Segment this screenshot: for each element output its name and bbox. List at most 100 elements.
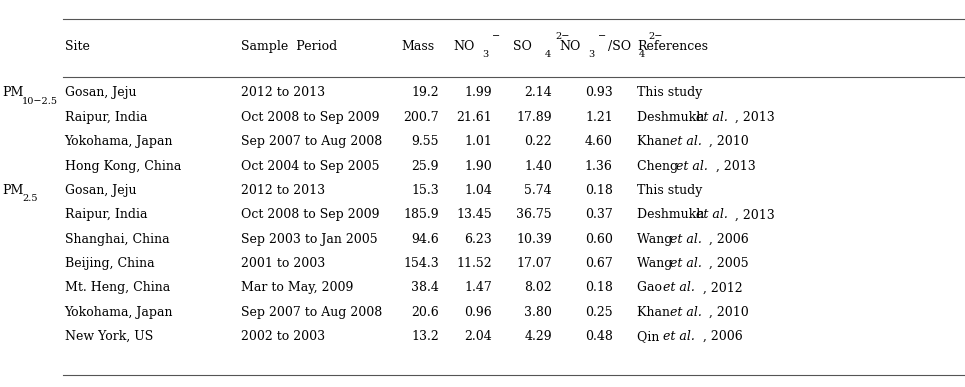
Text: 0.60: 0.60: [585, 233, 613, 246]
Text: 4: 4: [544, 50, 550, 60]
Text: This study: This study: [637, 86, 703, 99]
Text: References: References: [637, 40, 708, 53]
Text: 0.25: 0.25: [585, 306, 613, 319]
Text: Mt. Heng, China: Mt. Heng, China: [65, 281, 170, 295]
Text: 0.22: 0.22: [524, 135, 552, 148]
Text: 19.2: 19.2: [411, 86, 439, 99]
Text: 10−2.5: 10−2.5: [22, 97, 58, 106]
Text: Raipur, India: Raipur, India: [65, 111, 147, 124]
Text: Mass: Mass: [401, 40, 434, 53]
Text: et al.: et al.: [663, 281, 695, 295]
Text: , 2010: , 2010: [709, 306, 749, 319]
Text: et al.: et al.: [670, 257, 702, 270]
Text: 3: 3: [482, 50, 488, 60]
Text: 1.04: 1.04: [464, 184, 492, 197]
Text: 2001 to 2003: 2001 to 2003: [241, 257, 325, 270]
Text: 4.29: 4.29: [524, 330, 552, 343]
Text: 200.7: 200.7: [403, 111, 439, 124]
Text: Beijing, China: Beijing, China: [65, 257, 154, 270]
Text: 1.36: 1.36: [585, 159, 613, 173]
Text: 1.40: 1.40: [524, 159, 552, 173]
Text: Yokohama, Japan: Yokohama, Japan: [65, 135, 173, 148]
Text: , 2013: , 2013: [716, 159, 756, 173]
Text: Cheng: Cheng: [637, 159, 682, 173]
Text: 1.47: 1.47: [464, 281, 492, 295]
Text: 2.5: 2.5: [22, 194, 38, 204]
Text: 3: 3: [589, 50, 594, 60]
Text: Oct 2008 to Sep 2009: Oct 2008 to Sep 2009: [241, 208, 380, 221]
Text: 21.61: 21.61: [456, 111, 492, 124]
Text: 36.75: 36.75: [516, 208, 552, 221]
Text: Hong Kong, China: Hong Kong, China: [65, 159, 181, 173]
Text: 1.99: 1.99: [464, 86, 492, 99]
Text: , 2013: , 2013: [735, 208, 775, 221]
Text: PM: PM: [2, 184, 23, 197]
Text: Khan: Khan: [637, 306, 674, 319]
Text: NO: NO: [560, 40, 581, 53]
Text: 154.3: 154.3: [403, 257, 439, 270]
Text: 0.67: 0.67: [585, 257, 613, 270]
Text: 1.01: 1.01: [464, 135, 492, 148]
Text: et al.: et al.: [670, 233, 702, 246]
Text: 13.45: 13.45: [456, 208, 492, 221]
Text: 0.37: 0.37: [585, 208, 613, 221]
Text: Khan: Khan: [637, 135, 674, 148]
Text: 10.39: 10.39: [516, 233, 552, 246]
Text: 94.6: 94.6: [411, 233, 439, 246]
Text: 2012 to 2013: 2012 to 2013: [241, 184, 325, 197]
Text: Gosan, Jeju: Gosan, Jeju: [65, 184, 136, 197]
Text: 0.93: 0.93: [585, 86, 613, 99]
Text: NO: NO: [454, 40, 475, 53]
Text: SO: SO: [513, 40, 533, 53]
Text: Qin: Qin: [637, 330, 663, 343]
Text: Oct 2008 to Sep 2009: Oct 2008 to Sep 2009: [241, 111, 380, 124]
Text: 2012 to 2013: 2012 to 2013: [241, 86, 325, 99]
Text: Wang: Wang: [637, 257, 676, 270]
Text: 2.04: 2.04: [464, 330, 492, 343]
Text: 20.6: 20.6: [411, 306, 439, 319]
Text: Sep 2003 to Jan 2005: Sep 2003 to Jan 2005: [241, 233, 378, 246]
Text: et al.: et al.: [663, 330, 695, 343]
Text: 6.23: 6.23: [464, 233, 492, 246]
Text: Oct 2004 to Sep 2005: Oct 2004 to Sep 2005: [241, 159, 380, 173]
Text: , 2013: , 2013: [735, 111, 775, 124]
Text: 25.9: 25.9: [412, 159, 439, 173]
Text: Wang: Wang: [637, 233, 676, 246]
Text: et al.: et al.: [670, 306, 702, 319]
Text: /SO: /SO: [608, 40, 631, 53]
Text: 2−: 2−: [648, 32, 663, 41]
Text: 38.4: 38.4: [411, 281, 439, 295]
Text: 0.18: 0.18: [585, 184, 613, 197]
Text: 9.55: 9.55: [412, 135, 439, 148]
Text: 0.48: 0.48: [585, 330, 613, 343]
Text: This study: This study: [637, 184, 703, 197]
Text: Site: Site: [65, 40, 90, 53]
Text: , 2006: , 2006: [703, 330, 742, 343]
Text: −: −: [598, 32, 606, 41]
Text: et al.: et al.: [676, 159, 708, 173]
Text: 0.18: 0.18: [585, 281, 613, 295]
Text: PM: PM: [2, 86, 23, 99]
Text: Yokohama, Japan: Yokohama, Japan: [65, 306, 173, 319]
Text: Sep 2007 to Aug 2008: Sep 2007 to Aug 2008: [241, 135, 382, 148]
Text: 4: 4: [639, 50, 645, 60]
Text: Deshmukh: Deshmukh: [637, 111, 708, 124]
Text: 185.9: 185.9: [403, 208, 439, 221]
Text: 1.21: 1.21: [585, 111, 613, 124]
Text: , 2012: , 2012: [703, 281, 742, 295]
Text: 15.3: 15.3: [411, 184, 439, 197]
Text: −: −: [492, 32, 500, 41]
Text: 2002 to 2003: 2002 to 2003: [241, 330, 325, 343]
Text: 17.07: 17.07: [516, 257, 552, 270]
Text: 3.80: 3.80: [524, 306, 552, 319]
Text: 5.74: 5.74: [524, 184, 552, 197]
Text: , 2010: , 2010: [709, 135, 749, 148]
Text: 2−: 2−: [555, 32, 569, 41]
Text: 13.2: 13.2: [411, 330, 439, 343]
Text: 2.14: 2.14: [524, 86, 552, 99]
Text: et al.: et al.: [696, 111, 728, 124]
Text: Mar to May, 2009: Mar to May, 2009: [241, 281, 353, 295]
Text: 17.89: 17.89: [516, 111, 552, 124]
Text: 11.52: 11.52: [456, 257, 492, 270]
Text: et al.: et al.: [670, 135, 702, 148]
